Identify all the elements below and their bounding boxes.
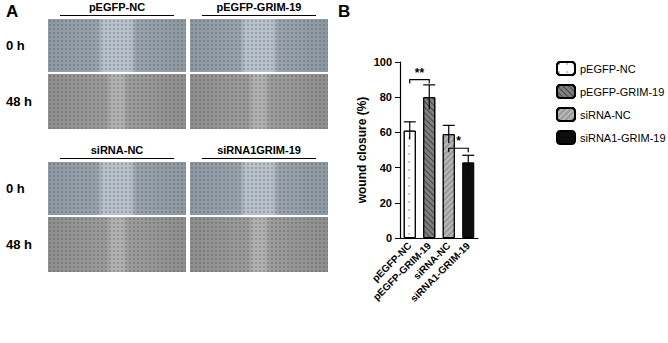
html-text:pEGFP-GRIM-19: pEGFP-GRIM-19 <box>216 1 302 13</box>
svg-text:*: * <box>456 134 461 148</box>
html-text:A: A <box>6 2 19 21</box>
svg-text:pEGFP-GRIM-19: pEGFP-GRIM-19 <box>580 86 664 98</box>
svg-text:siRNA-NC: siRNA-NC <box>411 240 453 282</box>
svg-text:20: 20 <box>380 197 392 209</box>
svg-text:40: 40 <box>380 162 392 174</box>
svg-text:pEGFP-GRIM-19: pEGFP-GRIM-19 <box>370 240 434 303</box>
html-text:siRNA-NC: siRNA-NC <box>90 144 144 156</box>
html-text:0 h: 0 h <box>6 37 25 53</box>
svg-text:0: 0 <box>386 232 392 244</box>
svg-text:pEGFP-NC: pEGFP-NC <box>580 63 636 75</box>
html-text:siRNA1GRIM-19: siRNA1GRIM-19 <box>217 144 301 156</box>
svg-text:pEGFP-NC: pEGFP-NC <box>369 240 414 284</box>
html-text:48 h: 48 h <box>6 236 32 252</box>
svg-text:**: ** <box>415 66 425 80</box>
html-text:48 h: 48 h <box>6 93 32 109</box>
svg-text:100: 100 <box>374 56 392 68</box>
html-text:0 h: 0 h <box>6 180 25 196</box>
svg-text:wound closure (%): wound closure (%) <box>355 97 369 205</box>
svg-text:siRNA-NC: siRNA-NC <box>580 109 631 121</box>
svg-text:siRNA1-GRIM-19: siRNA1-GRIM-19 <box>408 240 472 304</box>
html-text:pEGFP-NC: pEGFP-NC <box>88 1 146 13</box>
svg-text:siRNA1-GRIM-19: siRNA1-GRIM-19 <box>580 132 666 144</box>
html-text:B: B <box>338 2 351 21</box>
svg-text:80: 80 <box>380 91 392 103</box>
svg-text:60: 60 <box>380 126 392 138</box>
